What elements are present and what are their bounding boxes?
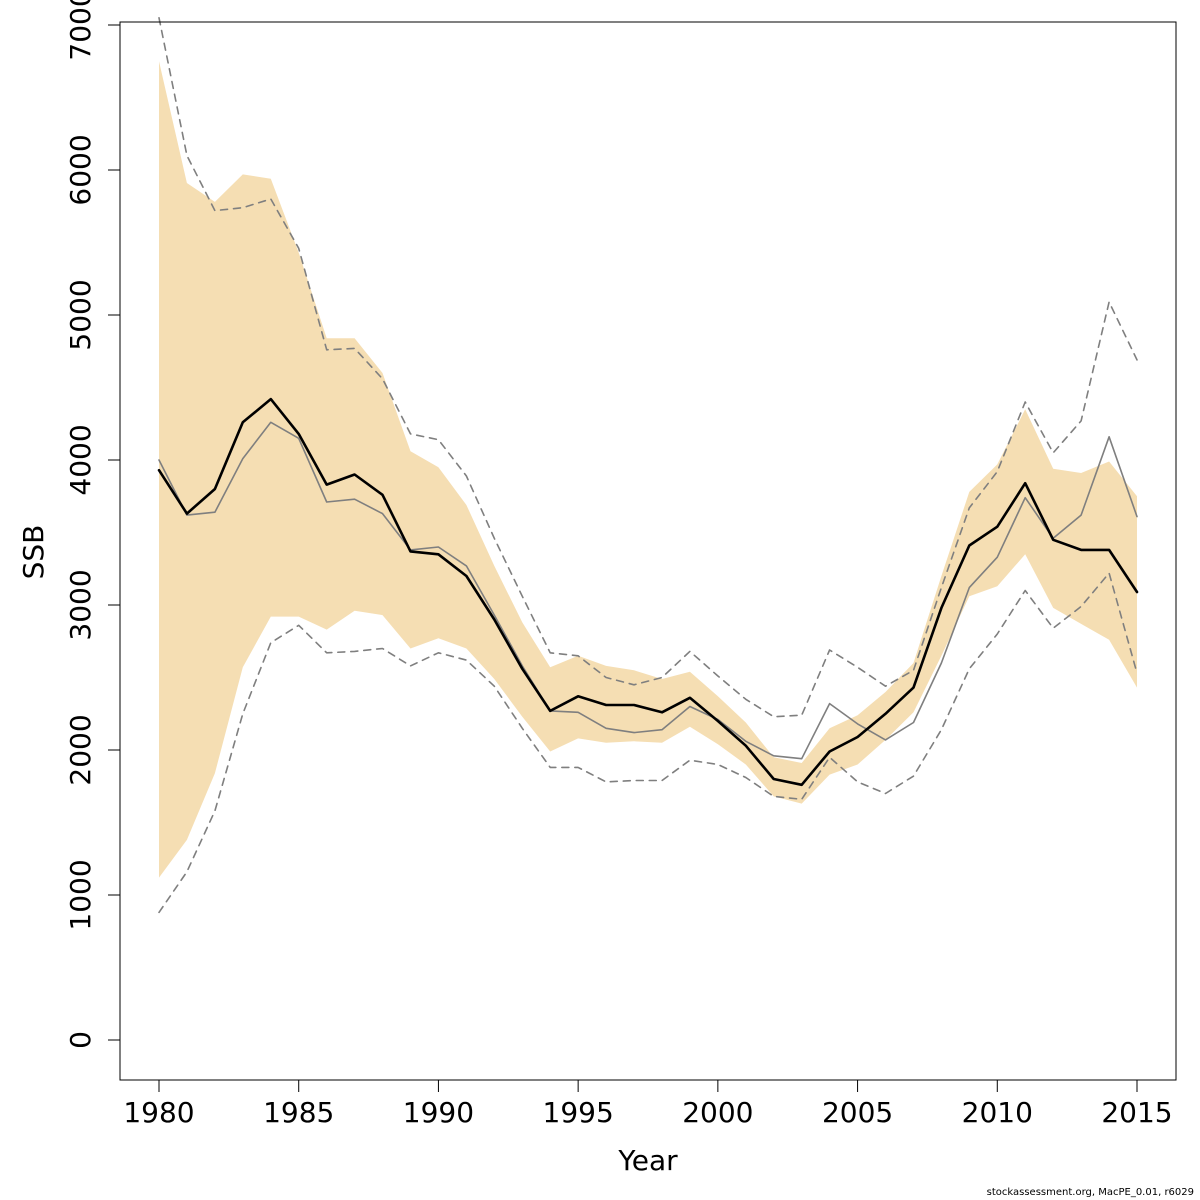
x-tick-label: 2000 [682, 1096, 753, 1129]
y-tick-label: 1000 [64, 859, 97, 930]
y-tick-label: 7000 [64, 0, 97, 61]
x-axis: 1980 1985 1990 1995 2000 2005 2010 2015 [123, 1080, 1173, 1129]
series-line-1 [157, 397, 1139, 787]
plot-frame [119, 21, 1177, 1081]
confidence-band-layer [159, 61, 1137, 878]
series-line-3 [158, 16, 1138, 718]
y-tick-label: 5000 [64, 279, 97, 350]
x-axis-title: Year [617, 1144, 678, 1177]
y-axis-title: SSB [17, 525, 50, 580]
y-tick-label: 3000 [64, 569, 97, 640]
y-tick-label: 4000 [64, 424, 97, 495]
confidence-band [159, 61, 1137, 878]
x-tick-label: 1990 [403, 1096, 474, 1129]
series-line-4 [158, 572, 1138, 914]
x-tick-label: 2010 [962, 1096, 1033, 1129]
x-tick-label: 1980 [123, 1096, 194, 1129]
y-tick-label: 6000 [64, 134, 97, 205]
x-tick-label: 2005 [822, 1096, 893, 1129]
series-line-2 [158, 421, 1138, 760]
x-tick-label: 1985 [263, 1096, 334, 1129]
series-layer [157, 16, 1139, 914]
x-tick-label: 2015 [1101, 1096, 1172, 1129]
x-tick-label: 1995 [543, 1096, 614, 1129]
y-tick-label: 2000 [64, 714, 97, 785]
credit-text: stockassessment.org, MacPE_0.01, r6029 [986, 1187, 1194, 1198]
y-axis: 0 1000 2000 3000 4000 5000 6000 7000 [64, 0, 120, 1049]
y-tick-label: 0 [64, 1031, 97, 1049]
